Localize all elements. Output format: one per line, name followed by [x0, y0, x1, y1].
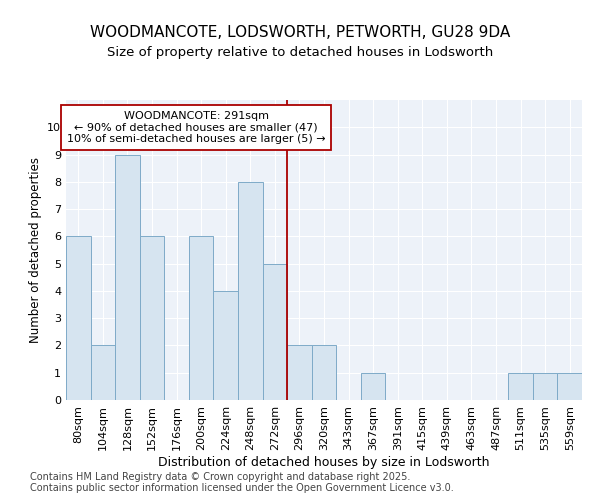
Text: WOODMANCOTE: 291sqm
← 90% of detached houses are smaller (47)
10% of semi-detach: WOODMANCOTE: 291sqm ← 90% of detached ho…	[67, 111, 326, 144]
Bar	[214, 291, 238, 400]
Bar	[312, 346, 336, 400]
Bar	[557, 372, 582, 400]
Bar	[361, 372, 385, 400]
X-axis label: Distribution of detached houses by size in Lodsworth: Distribution of detached houses by size …	[158, 456, 490, 468]
Text: Contains HM Land Registry data © Crown copyright and database right 2025.
Contai: Contains HM Land Registry data © Crown c…	[30, 472, 454, 494]
Bar	[115, 154, 140, 400]
Bar	[189, 236, 214, 400]
Bar	[238, 182, 263, 400]
Bar	[91, 346, 115, 400]
Bar	[287, 346, 312, 400]
Bar	[533, 372, 557, 400]
Y-axis label: Number of detached properties: Number of detached properties	[29, 157, 41, 343]
Bar	[508, 372, 533, 400]
Text: Size of property relative to detached houses in Lodsworth: Size of property relative to detached ho…	[107, 46, 493, 59]
Text: WOODMANCOTE, LODSWORTH, PETWORTH, GU28 9DA: WOODMANCOTE, LODSWORTH, PETWORTH, GU28 9…	[90, 25, 510, 40]
Bar	[263, 264, 287, 400]
Bar	[66, 236, 91, 400]
Bar	[140, 236, 164, 400]
